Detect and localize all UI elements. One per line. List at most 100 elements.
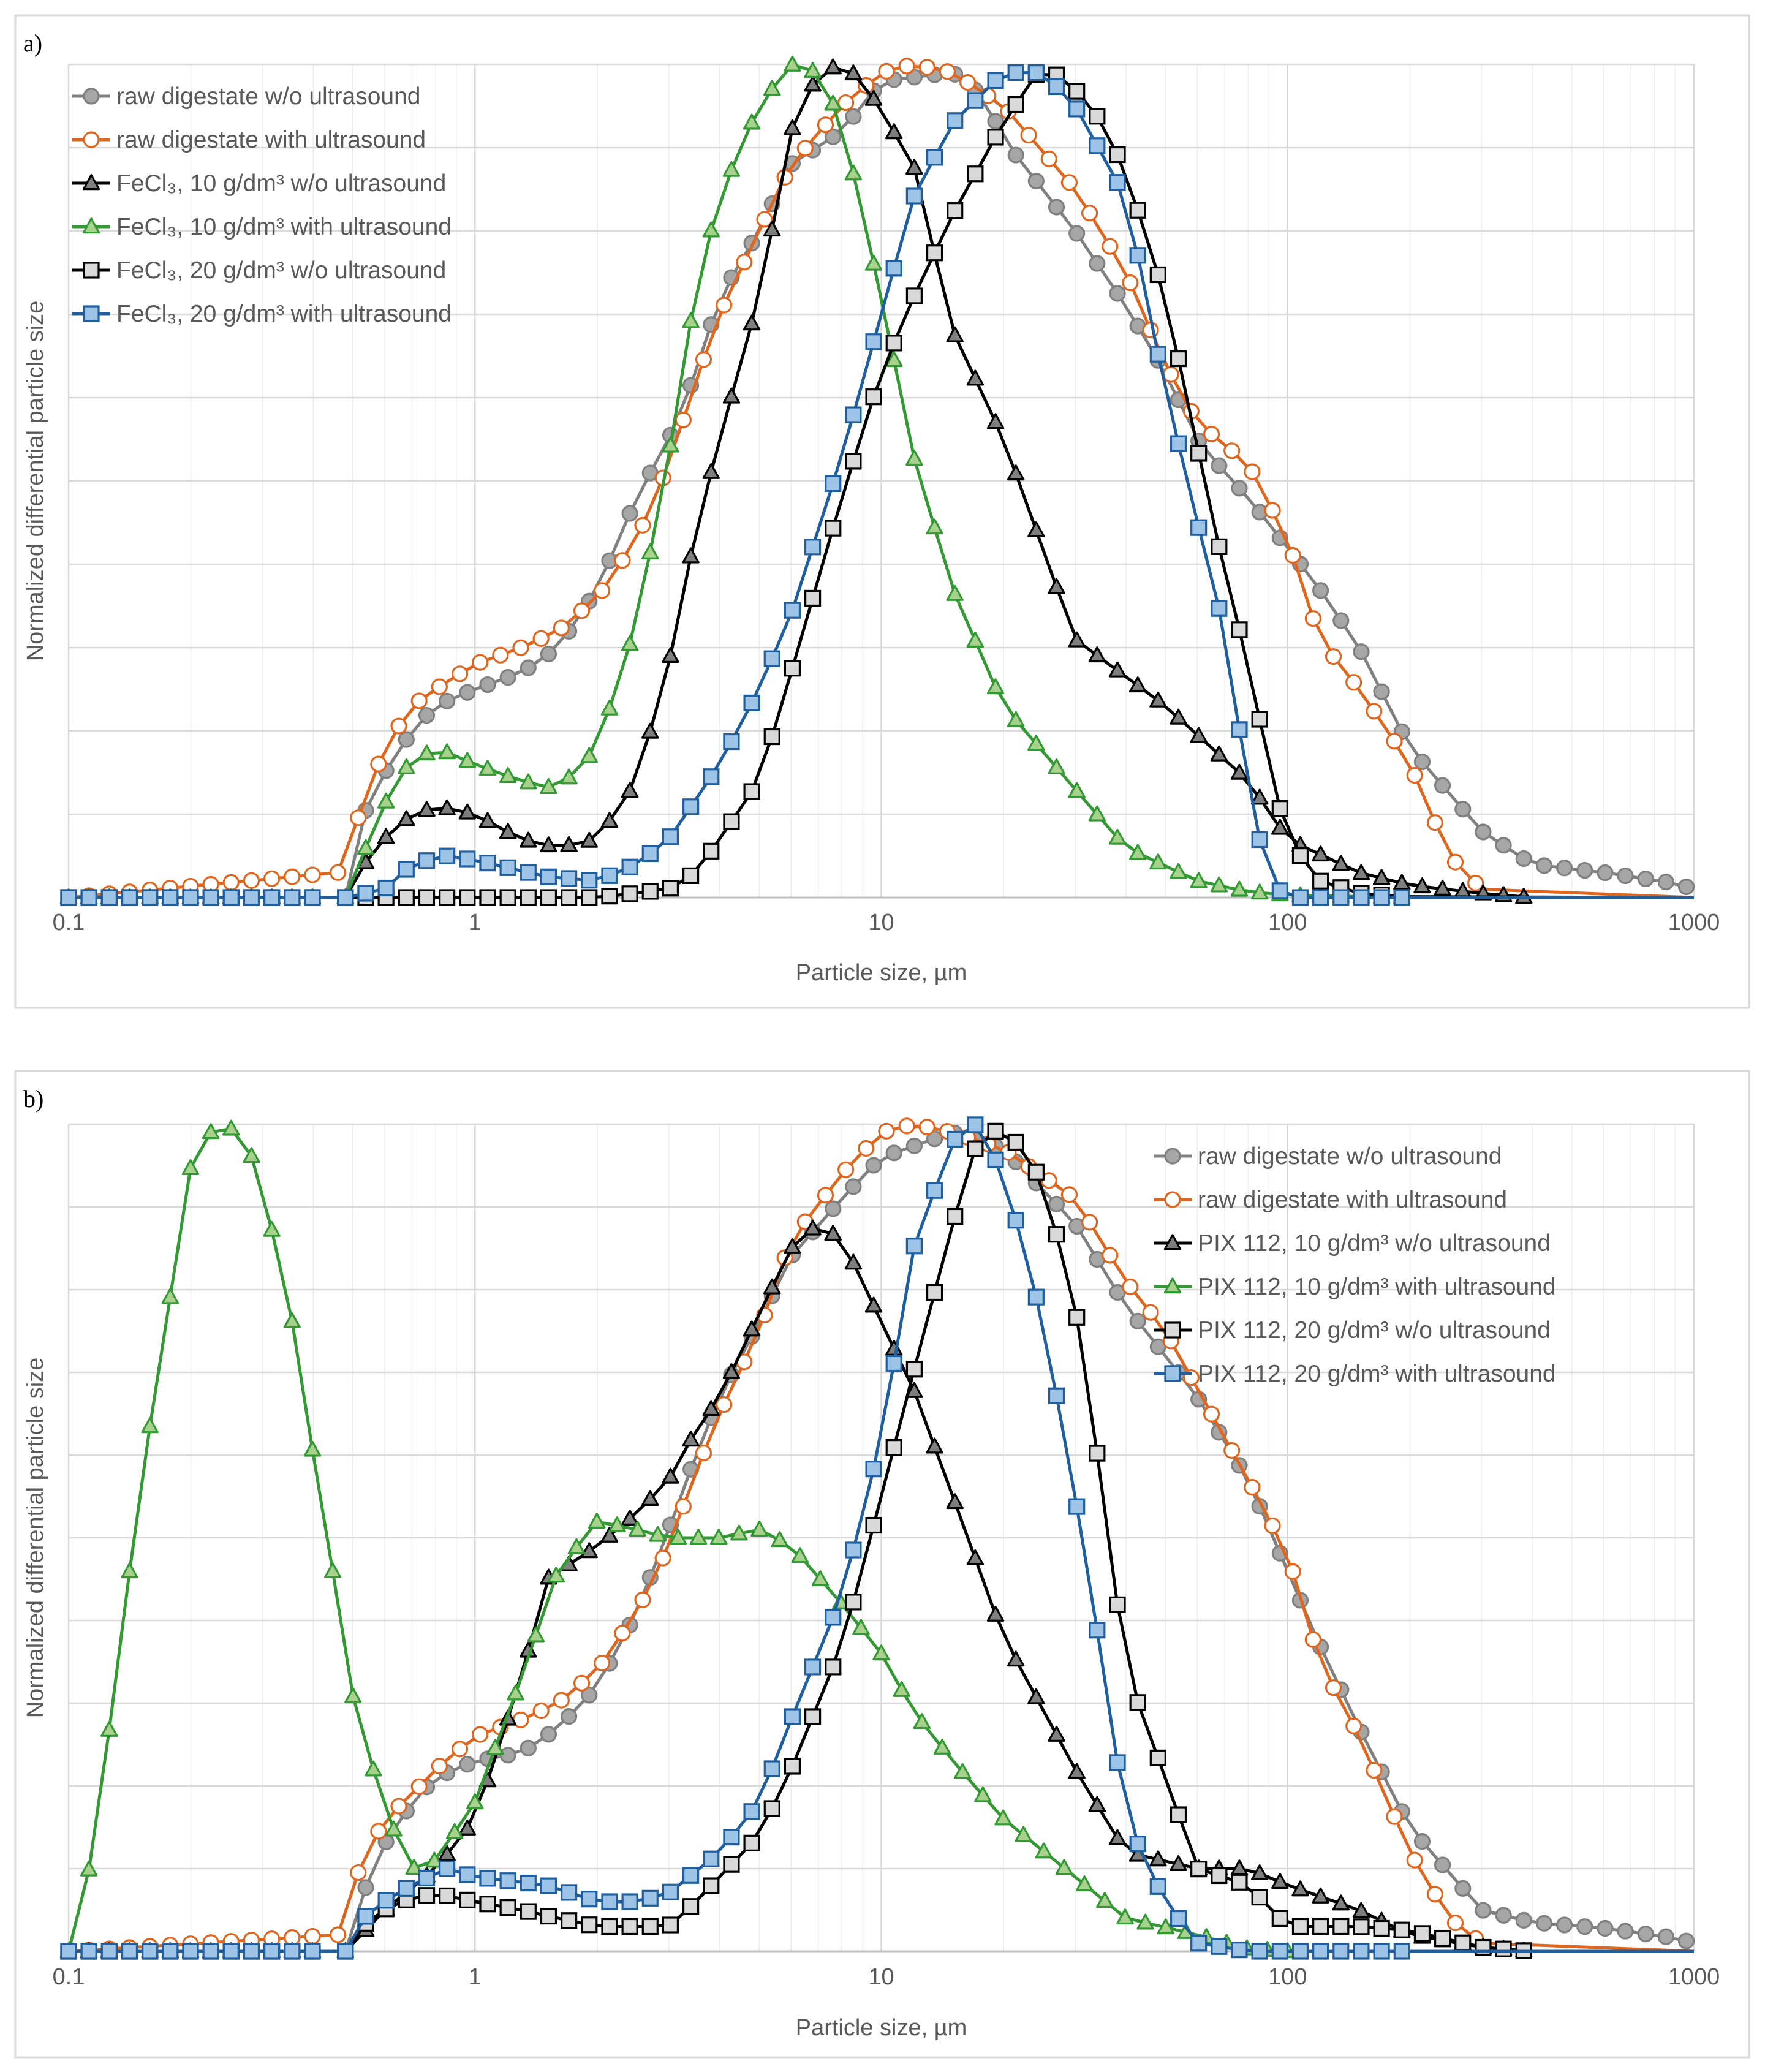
data-point-marker xyxy=(1088,1796,1106,1812)
x-tick-label: 1000 xyxy=(1668,1964,1720,1990)
data-point-marker xyxy=(499,766,517,783)
data-point-marker xyxy=(1048,578,1065,594)
data-point-marker xyxy=(479,676,496,694)
legend-label: raw digestate w/o ultrasound xyxy=(1198,1143,1502,1170)
data-point-marker xyxy=(1149,691,1167,708)
data-point-marker xyxy=(784,1238,801,1254)
data-point-marker xyxy=(1068,100,1086,118)
data-point-marker xyxy=(1454,801,1472,818)
legend-item: FeCl₃, 10 g/dm³ with ultrasound xyxy=(72,214,452,240)
data-point-marker xyxy=(872,1644,890,1661)
data-point-marker xyxy=(885,335,902,352)
data-point-marker xyxy=(878,62,895,80)
data-point-marker xyxy=(540,1877,557,1894)
data-point-marker xyxy=(621,505,638,522)
data-point-marker xyxy=(1211,1938,1228,1955)
data-point-marker xyxy=(1128,844,1147,860)
data-point-marker xyxy=(1434,879,1451,896)
data-point-marker xyxy=(182,889,199,906)
data-point-marker xyxy=(1304,1631,1321,1648)
data-point-marker xyxy=(370,755,387,773)
data-point-marker xyxy=(1109,285,1126,302)
data-point-marker xyxy=(1007,96,1024,113)
data-point-marker xyxy=(825,1658,842,1676)
data-point-marker xyxy=(1413,877,1431,894)
data-point-marker xyxy=(478,812,497,828)
data-point-marker xyxy=(243,1147,260,1163)
data-point-marker xyxy=(1291,847,1309,864)
legend-item: PIX 112, 20 g/dm³ with ultrasound xyxy=(1154,1361,1556,1387)
data-point-marker xyxy=(784,119,801,135)
data-point-marker xyxy=(1576,1918,1593,1935)
data-point-marker xyxy=(1312,845,1329,862)
panel-a-chart: a) 0.1 1 10 100 1000 Particle size, µm N… xyxy=(14,14,1750,1009)
data-point-marker xyxy=(377,879,395,897)
data-point-marker xyxy=(837,94,855,112)
data-point-marker xyxy=(1129,247,1146,264)
data-point-marker xyxy=(695,1444,712,1462)
data-point-marker xyxy=(987,1122,1004,1140)
data-point-marker xyxy=(1332,855,1350,871)
data-point-marker xyxy=(946,584,964,601)
data-point-marker xyxy=(1413,753,1431,771)
data-point-marker xyxy=(594,582,611,599)
data-point-marker xyxy=(1386,733,1403,750)
data-point-marker xyxy=(520,831,537,848)
data-point-marker xyxy=(1291,1918,1309,1935)
data-point-marker xyxy=(763,650,780,667)
data-point-marker xyxy=(1406,1851,1423,1869)
data-point-marker xyxy=(1149,346,1166,363)
data-point-marker xyxy=(750,1521,768,1537)
data-point-marker xyxy=(1089,1445,1106,1462)
data-point-marker xyxy=(1068,1498,1086,1515)
data-point-marker xyxy=(723,1856,740,1873)
data-point-marker xyxy=(1170,350,1187,368)
data-point-marker xyxy=(675,411,692,429)
data-point-marker xyxy=(377,792,395,809)
data-point-marker xyxy=(560,768,578,785)
data-point-marker xyxy=(926,518,943,535)
data-point-marker xyxy=(377,1892,395,1909)
data-point-marker xyxy=(1170,863,1187,879)
data-point-marker xyxy=(682,1867,700,1884)
data-point-marker xyxy=(1271,1943,1288,1960)
data-point-marker xyxy=(905,287,923,304)
data-point-marker xyxy=(987,129,1004,146)
data-point-marker xyxy=(852,1619,870,1635)
data-point-marker xyxy=(641,1918,659,1935)
data-point-marker xyxy=(202,1943,219,1960)
data-point-marker xyxy=(1170,1855,1187,1872)
data-point-marker xyxy=(608,1516,626,1533)
data-point-marker xyxy=(621,858,638,875)
legend-label: raw digestate with ultrasound xyxy=(116,127,426,153)
x-tick-label: 1000 xyxy=(1668,910,1720,936)
data-point-marker xyxy=(1109,174,1126,191)
data-point-marker xyxy=(743,113,761,130)
data-point-marker xyxy=(967,1116,984,1133)
data-point-marker xyxy=(438,1845,456,1861)
data-point-marker xyxy=(1210,745,1228,762)
data-point-marker xyxy=(926,1130,943,1148)
data-point-marker xyxy=(1203,1405,1220,1423)
data-point-marker xyxy=(418,744,436,761)
data-point-marker xyxy=(553,1692,570,1709)
data-point-marker xyxy=(581,1687,598,1704)
data-point-marker xyxy=(1190,445,1208,462)
data-point-marker xyxy=(1332,889,1350,906)
data-point-marker xyxy=(743,783,760,800)
data-point-marker xyxy=(1164,1191,1181,1208)
data-point-marker xyxy=(702,221,720,238)
data-point-marker xyxy=(1677,878,1695,896)
data-point-marker xyxy=(561,1884,578,1901)
data-point-marker xyxy=(804,589,822,607)
data-point-marker xyxy=(662,828,679,845)
data-point-marker xyxy=(540,889,557,906)
data-point-marker xyxy=(641,845,659,863)
data-point-marker xyxy=(553,619,570,637)
data-point-marker xyxy=(222,874,240,891)
data-point-marker xyxy=(722,387,741,404)
data-point-marker xyxy=(1211,1867,1228,1885)
data-point-marker xyxy=(1353,643,1370,660)
data-point-marker xyxy=(222,1119,240,1136)
